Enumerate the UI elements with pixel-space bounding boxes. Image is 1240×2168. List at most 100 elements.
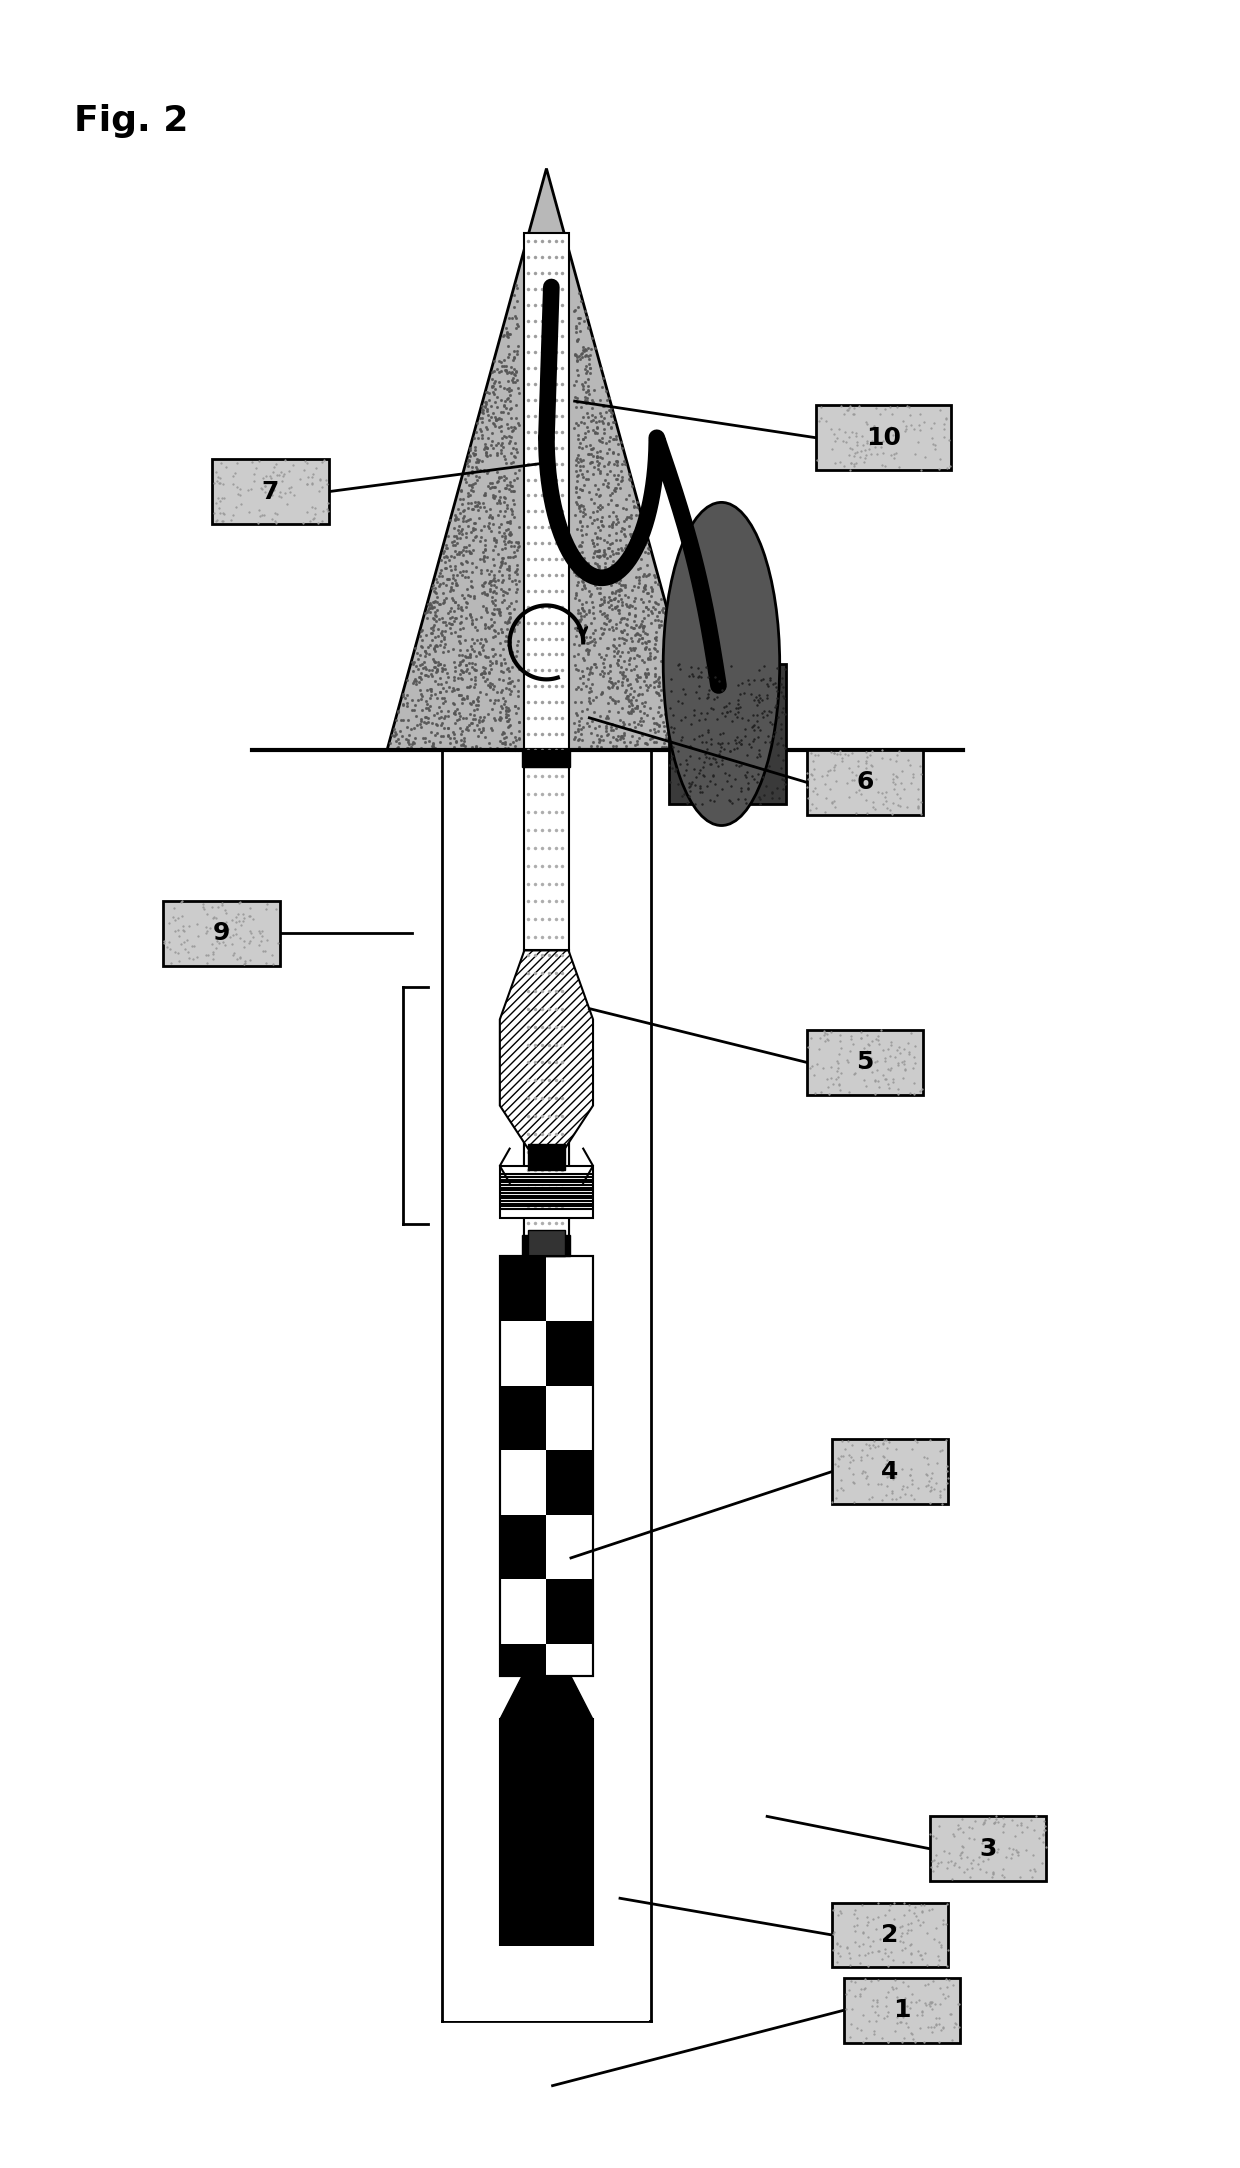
Point — [467, 622, 487, 657]
Point — [432, 557, 451, 592]
Bar — [816, 405, 951, 470]
Point — [430, 661, 450, 696]
Point — [471, 512, 491, 546]
Point — [572, 340, 591, 375]
Point — [609, 683, 629, 718]
Point — [508, 605, 528, 640]
Point — [495, 384, 515, 418]
Point — [583, 403, 603, 438]
Point — [609, 592, 629, 627]
Point — [596, 384, 616, 418]
Point — [410, 731, 430, 765]
Point — [460, 568, 480, 603]
Point — [485, 588, 505, 622]
Point — [646, 650, 666, 685]
Point — [588, 533, 608, 568]
Point — [579, 594, 599, 629]
Point — [505, 410, 525, 444]
Point — [662, 666, 682, 700]
Point — [565, 533, 585, 568]
Point — [565, 618, 585, 653]
Point — [496, 698, 516, 733]
Point — [463, 470, 482, 505]
Point — [465, 728, 485, 763]
Point — [583, 455, 603, 490]
Point — [484, 395, 503, 429]
Point — [651, 731, 671, 765]
Point — [453, 661, 472, 696]
Point — [464, 627, 484, 661]
Point — [425, 718, 445, 752]
Point — [575, 496, 595, 531]
Polygon shape — [387, 169, 706, 750]
Point — [621, 518, 641, 553]
Point — [453, 700, 472, 735]
Point — [585, 332, 605, 366]
Point — [572, 525, 591, 559]
Point — [471, 520, 491, 555]
Point — [498, 557, 518, 592]
Point — [596, 525, 616, 559]
Point — [491, 700, 511, 735]
Point — [453, 681, 472, 715]
Point — [564, 722, 584, 757]
Point — [584, 694, 604, 728]
Point — [676, 731, 696, 765]
Point — [615, 707, 635, 741]
Point — [666, 646, 686, 681]
Point — [490, 733, 510, 767]
Point — [624, 631, 644, 666]
Point — [444, 659, 464, 694]
Point — [660, 724, 680, 759]
Point — [595, 535, 615, 570]
Point — [637, 698, 657, 733]
Point — [640, 713, 660, 748]
Point — [507, 603, 527, 637]
Point — [463, 546, 482, 581]
Point — [445, 585, 465, 620]
Point — [578, 546, 598, 581]
Point — [593, 388, 613, 423]
Point — [484, 481, 503, 516]
Point — [469, 444, 489, 479]
Point — [565, 405, 585, 440]
Point — [434, 620, 454, 655]
Point — [432, 650, 451, 685]
Point — [680, 718, 699, 752]
Point — [444, 687, 464, 722]
Point — [412, 694, 432, 728]
Point — [459, 468, 479, 503]
Point — [496, 418, 516, 453]
Point — [582, 728, 601, 763]
Point — [494, 462, 513, 496]
Point — [456, 590, 476, 624]
Point — [637, 642, 657, 676]
Point — [657, 676, 677, 711]
Point — [423, 728, 443, 763]
Point — [619, 457, 639, 492]
Point — [618, 694, 637, 728]
Point — [590, 477, 610, 512]
Point — [620, 668, 640, 702]
Point — [427, 564, 446, 598]
Text: 1: 1 — [893, 1999, 910, 2023]
Point — [445, 585, 465, 620]
Point — [443, 581, 463, 616]
Point — [635, 644, 655, 679]
Point — [593, 616, 613, 650]
Point — [609, 575, 629, 609]
Point — [658, 722, 678, 757]
Point — [412, 614, 432, 648]
Point — [583, 590, 603, 624]
Point — [487, 592, 507, 627]
Point — [596, 711, 616, 746]
Point — [501, 473, 521, 507]
Point — [600, 655, 620, 689]
Point — [639, 624, 658, 659]
Point — [594, 412, 614, 447]
Point — [632, 575, 652, 609]
Point — [491, 572, 511, 607]
Point — [418, 629, 438, 663]
Bar — [525, 767, 568, 1236]
Point — [585, 546, 605, 581]
